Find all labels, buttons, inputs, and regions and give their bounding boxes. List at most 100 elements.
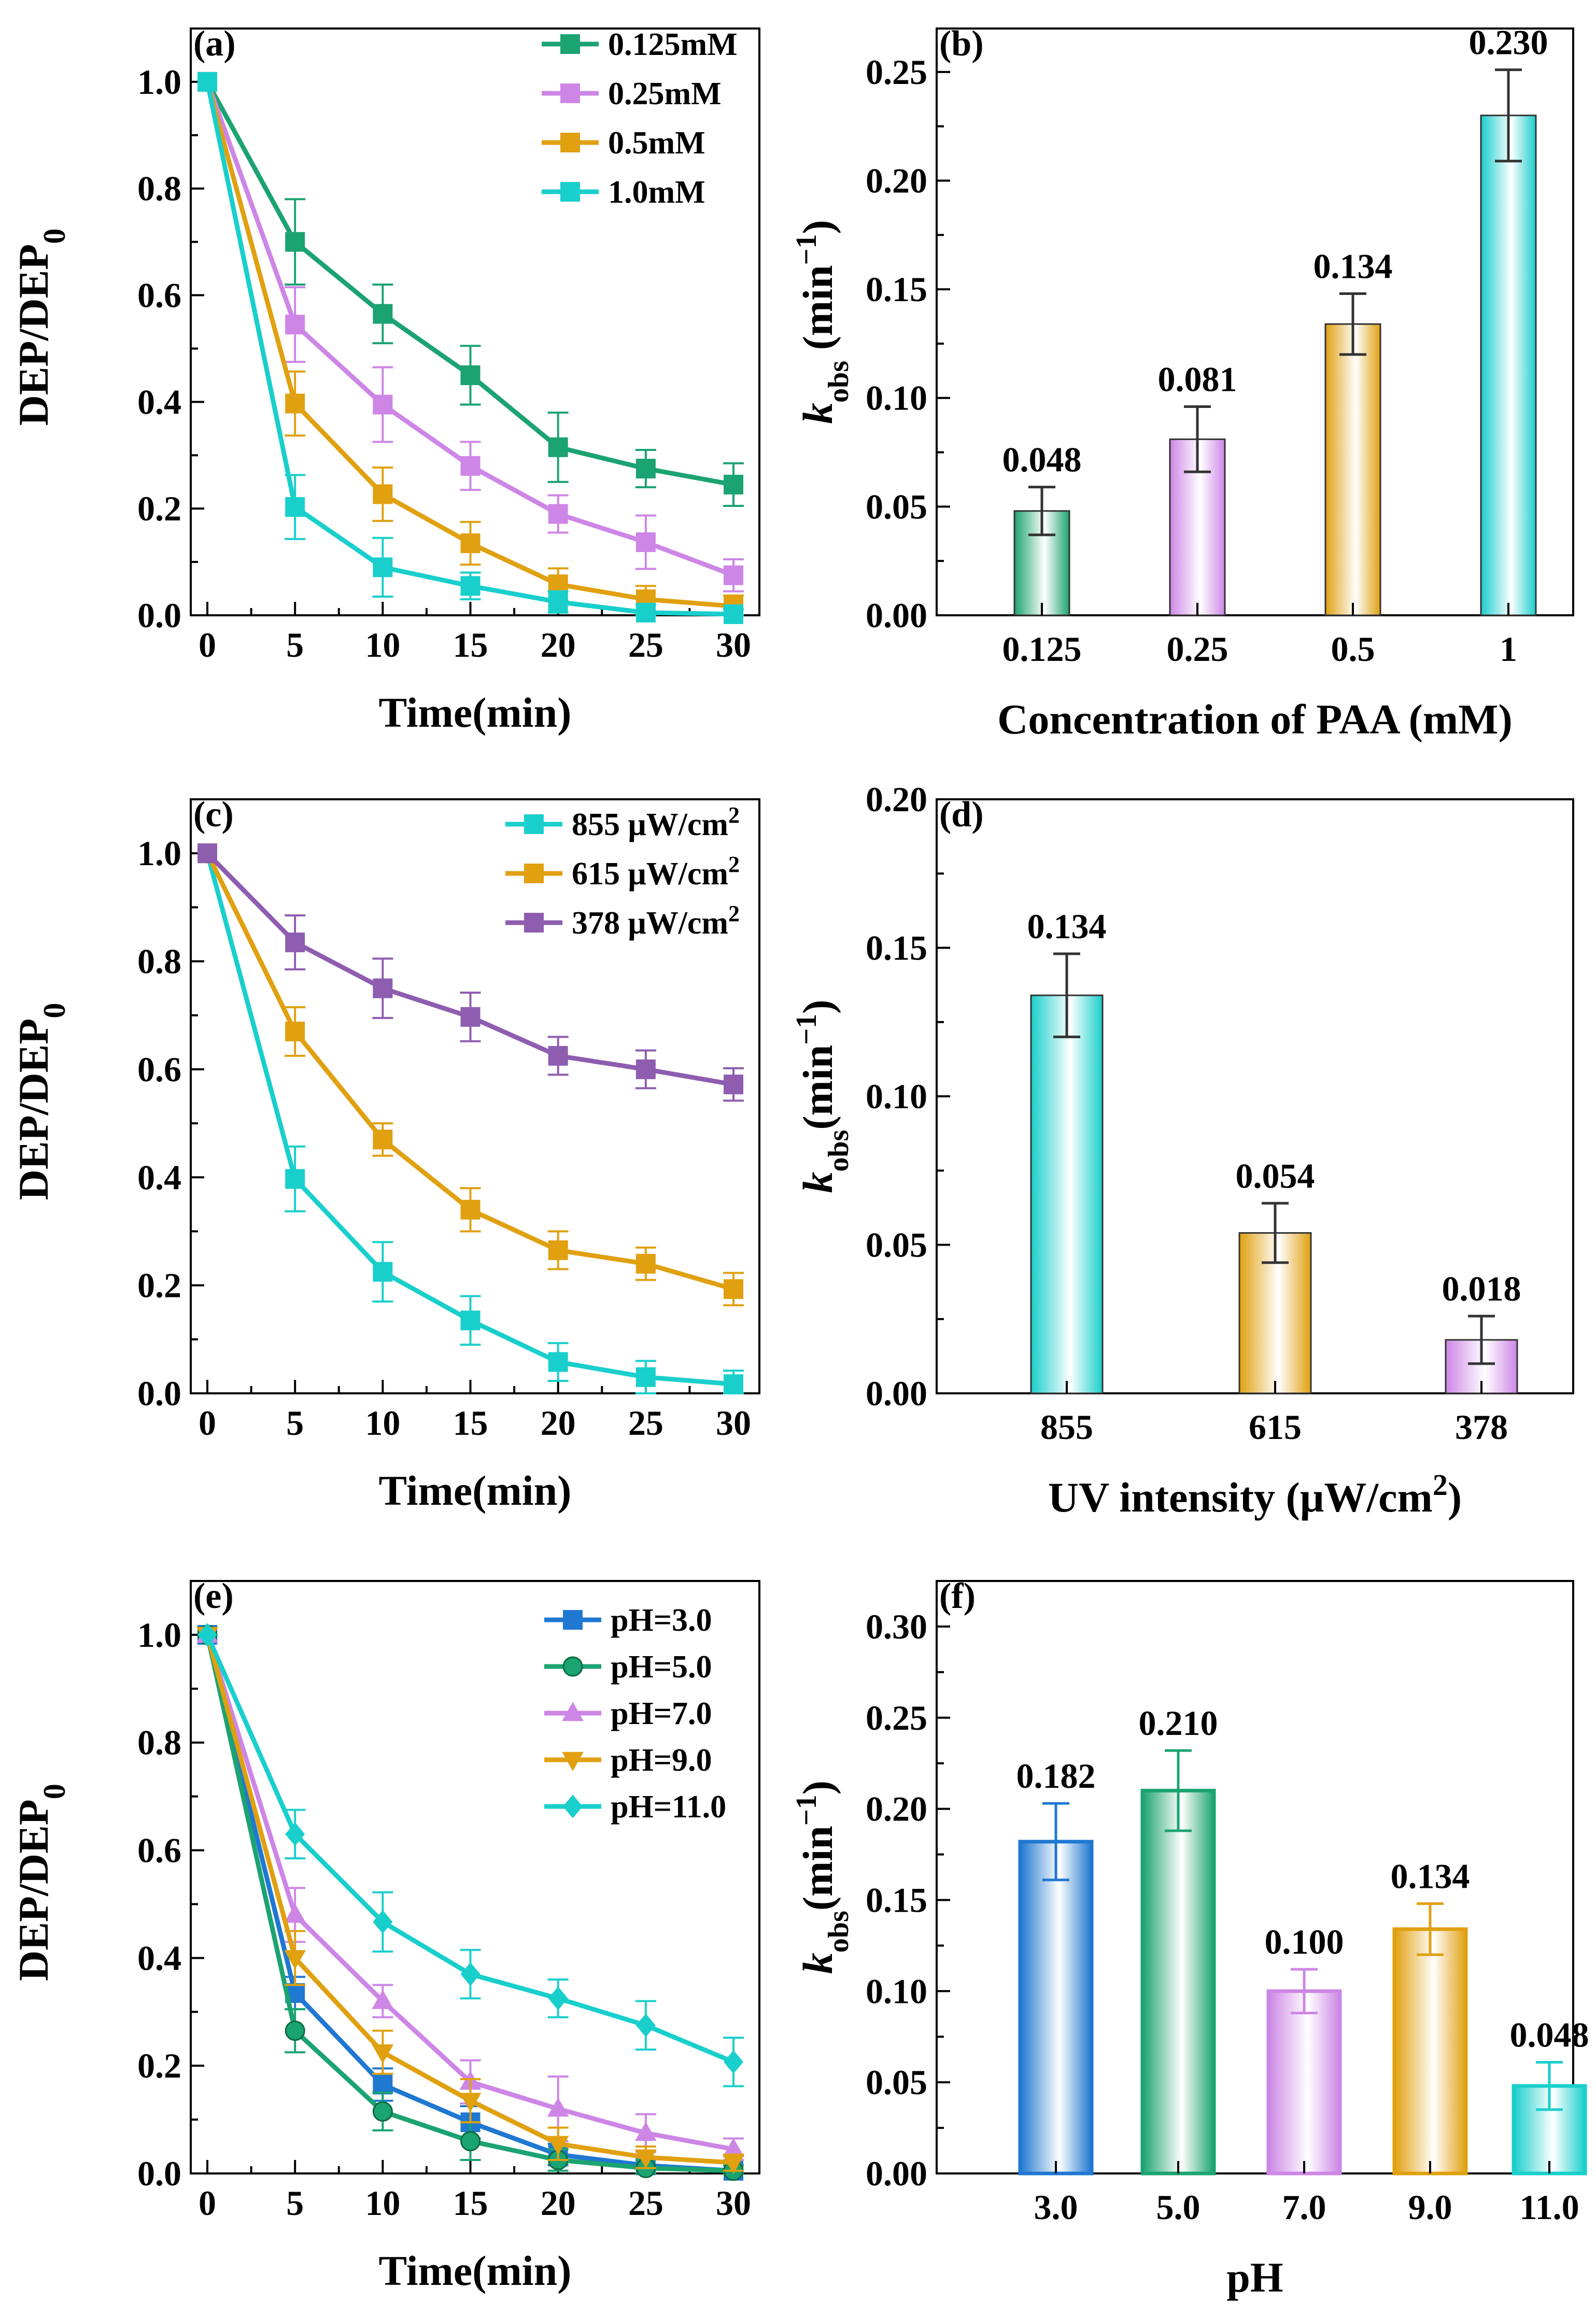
panel-c: 0.00.20.40.60.81.00 5 10 15 20 25 30Time(min)D… — [10, 795, 760, 1514]
x-axis-label: UV intensity (μW/cm2) — [1048, 1468, 1462, 1521]
y-tick-label: 0.20 — [866, 780, 927, 819]
data-point — [562, 1702, 584, 1721]
y-axis-label-subscript: obs — [823, 1130, 855, 1172]
y-tick-label: 0.15 — [866, 1880, 927, 1919]
y-axis-label-unit: (min — [794, 1045, 841, 1130]
data-point — [285, 2021, 305, 2041]
data-point — [560, 182, 580, 202]
y-axis-label-end: ) — [794, 1781, 841, 1795]
data-point — [524, 814, 544, 834]
data-point — [373, 484, 393, 504]
x-tick-label: 5 — [286, 625, 304, 665]
y-axis-label-subscript: obs — [823, 361, 855, 403]
data-point — [548, 1986, 568, 2011]
data-point — [635, 602, 656, 623]
y-axis-label-subscript: obs — [823, 1911, 855, 1953]
legend-label: pH=9.0 — [611, 1743, 712, 1778]
legend-label-text: 855 μW/cm — [572, 807, 728, 842]
x-tick-label: 0.125 — [1002, 629, 1082, 669]
data-point — [723, 2155, 744, 2174]
bar — [1392, 1927, 1468, 2176]
legend-item: pH=11.0 — [544, 1789, 726, 1825]
y-axis-label-superscript: −1 — [790, 234, 823, 265]
y-axis-label-end: ) — [794, 220, 841, 234]
legend-label: pH=5.0 — [611, 1649, 712, 1685]
data-point — [548, 1046, 568, 1066]
panel-d: 0.00 0.05 0.10 0.15 0.20 0.134 855 0.054 615 0.01… — [790, 780, 1574, 1521]
series-378-w-cm — [197, 843, 744, 1102]
legend-label-text: pH=5.0 — [611, 1649, 712, 1685]
y-axis-label-unit: (min — [794, 1826, 841, 1911]
y-tick-label: 0.10 — [866, 378, 927, 418]
data-point — [634, 2149, 657, 2169]
y-tick-label: 0.8 — [137, 1723, 181, 1762]
data-point — [635, 532, 656, 553]
legend-label: 0.25mM — [608, 76, 722, 111]
y-tick-label: 1.0 — [137, 834, 181, 873]
data-point — [548, 1352, 568, 1372]
legend-label-text: 0.25mM — [608, 76, 722, 111]
y-tick-label: 0.0 — [137, 596, 181, 635]
data-point — [724, 565, 743, 585]
panel-label: (c) — [193, 795, 234, 835]
data-label: 0.054 — [1236, 1156, 1315, 1195]
legend-label: pH=3.0 — [611, 1603, 712, 1638]
x-tick-label: 10 — [365, 625, 400, 665]
panel-a: 0.0 0.2 0.4 0.6 0.8 1.0 0 5 10 15 20 25 30 Time(min) D… — [10, 24, 760, 736]
x-axis-label: Time(min) — [378, 2247, 571, 2294]
y-tick-label: 1.0 — [137, 1615, 181, 1655]
data-point — [460, 1007, 481, 1027]
legend-label: 0.125mM — [608, 27, 738, 62]
bar — [1140, 1788, 1216, 2176]
x-tick-label: 30 — [716, 1403, 751, 1443]
y-axis-label-k: k — [794, 403, 841, 424]
bar — [1266, 1989, 1342, 2176]
data-point — [460, 2131, 481, 2152]
x-tick-label: 5.0 — [1156, 2187, 1200, 2227]
data-point — [285, 315, 305, 335]
legend-label: 0.5mM — [608, 125, 705, 161]
legend-label-text: 1.0mM — [608, 175, 705, 210]
legend-item: 0.25mM — [542, 76, 722, 111]
y-tick-label: 0.15 — [866, 270, 927, 309]
data-point — [373, 394, 393, 415]
y-tick-label: 0.20 — [866, 1789, 927, 1829]
x-tick-label: 30 — [716, 625, 751, 665]
y-tick-label: 0.6 — [137, 1831, 181, 1870]
x-tick-label: 615 — [1249, 1407, 1302, 1447]
legend-item: 0.5mM — [542, 125, 705, 161]
y-axis-label: DEP/DEP0 — [10, 229, 72, 426]
x-tick-label: 20 — [541, 2183, 576, 2223]
y-tick-label: 0.05 — [866, 1225, 927, 1265]
y-tick-label: 0.25 — [866, 1698, 927, 1738]
data-point — [548, 592, 568, 612]
data-point — [724, 1374, 743, 1394]
legend-label-text: pH=7.0 — [611, 1696, 712, 1731]
data-point — [560, 83, 580, 103]
y-tick-label: 0.00 — [866, 596, 927, 635]
data-point — [373, 557, 393, 577]
legend-item: 855 μW/cm2 — [505, 802, 740, 842]
data-point — [560, 133, 580, 152]
y-axis-label-k: k — [794, 1172, 841, 1193]
panel-f: 0.00 0.05 0.10 0.15 0.20 0.25 0.30 0.182 3.0 0.21… — [790, 1576, 1589, 2301]
data-point — [373, 1910, 393, 1934]
y-tick-label: 0.4 — [137, 1157, 181, 1197]
data-label: 0.100 — [1265, 1922, 1344, 1961]
data-point — [635, 2013, 656, 2038]
data-point — [635, 1253, 656, 1274]
plot-frame — [190, 798, 760, 1394]
data-point — [635, 459, 656, 478]
data-point — [562, 1752, 584, 1771]
data-point — [548, 437, 568, 457]
legend-label-superscript: 2 — [728, 901, 740, 926]
plot-frame — [190, 27, 760, 616]
legend-item: pH=5.0 — [544, 1649, 712, 1685]
x-tick-label: 7.0 — [1282, 2187, 1326, 2227]
y-axis-label: DEP/DEP0 — [10, 1003, 72, 1201]
data-point — [285, 232, 305, 252]
y-axis-label-text: DEP/DEP — [10, 1799, 57, 1981]
x-tick-label: 25 — [628, 1403, 663, 1443]
x-tick-label: 0 — [199, 625, 216, 665]
data-label: 0.134 — [1391, 1856, 1470, 1896]
